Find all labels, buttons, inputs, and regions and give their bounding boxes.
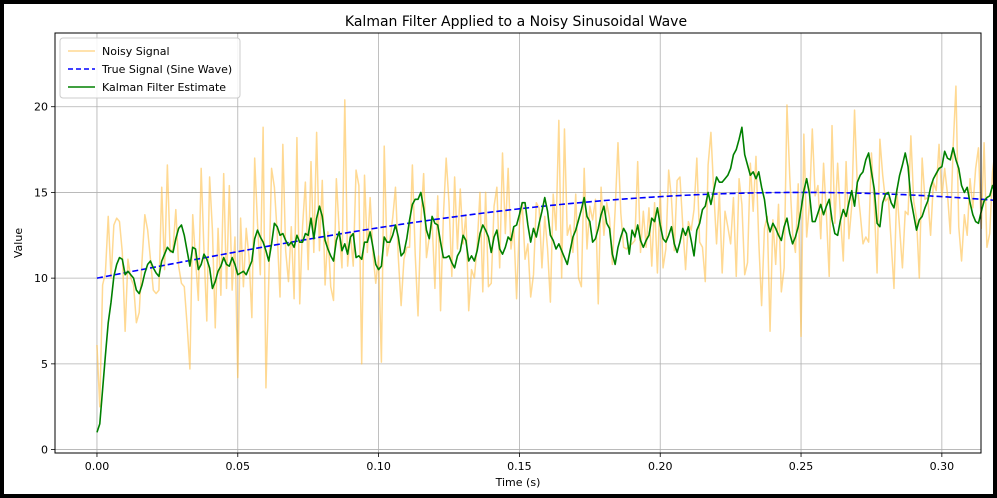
y-tick-label: 20	[34, 101, 48, 114]
x-axis-label: Time (s)	[495, 476, 541, 489]
legend-label: Noisy Signal	[102, 45, 170, 58]
figure: Kalman Filter Applied to a Noisy Sinusoi…	[4, 4, 993, 494]
x-tick-label: 0.15	[507, 460, 532, 473]
legend-label: Kalman Filter Estimate	[102, 81, 226, 94]
axis-ticks: 0.00 0.05 0.10 0.15 0.20 0.25 0.30 0 5 10 15 20	[34, 101, 954, 473]
plot-frame	[54, 32, 982, 454]
x-tick-label: 0.30	[930, 460, 955, 473]
y-tick-label: 10	[34, 272, 48, 285]
legend: Noisy Signal True Signal (Sine Wave) Kalma…	[59, 37, 241, 99]
x-tick-label: 0.05	[226, 460, 251, 473]
series-line-kalman-estimate	[96, 126, 993, 433]
y-tick-label: 0	[41, 444, 48, 457]
x-tick-label: 0.25	[789, 460, 814, 473]
chart-title: Kalman Filter Applied to a Noisy Sinusoi…	[345, 14, 687, 30]
x-tick-label: 0.10	[366, 460, 391, 473]
y-tick-label: 5	[41, 358, 48, 371]
x-tick-label: 0.20	[648, 460, 673, 473]
legend-label: True Signal (Sine Wave)	[101, 63, 232, 76]
y-axis-label: Value	[12, 228, 25, 258]
series-line-noisy-signal	[96, 85, 993, 408]
x-tick-label: 0.00	[85, 460, 110, 473]
series-line-true-signal	[96, 191, 993, 279]
chart-svg: Kalman Filter Applied to a Noisy Sinusoi…	[12, 14, 993, 489]
legend-box	[59, 37, 241, 99]
y-tick-label: 15	[34, 186, 48, 199]
series-group	[96, 85, 993, 433]
